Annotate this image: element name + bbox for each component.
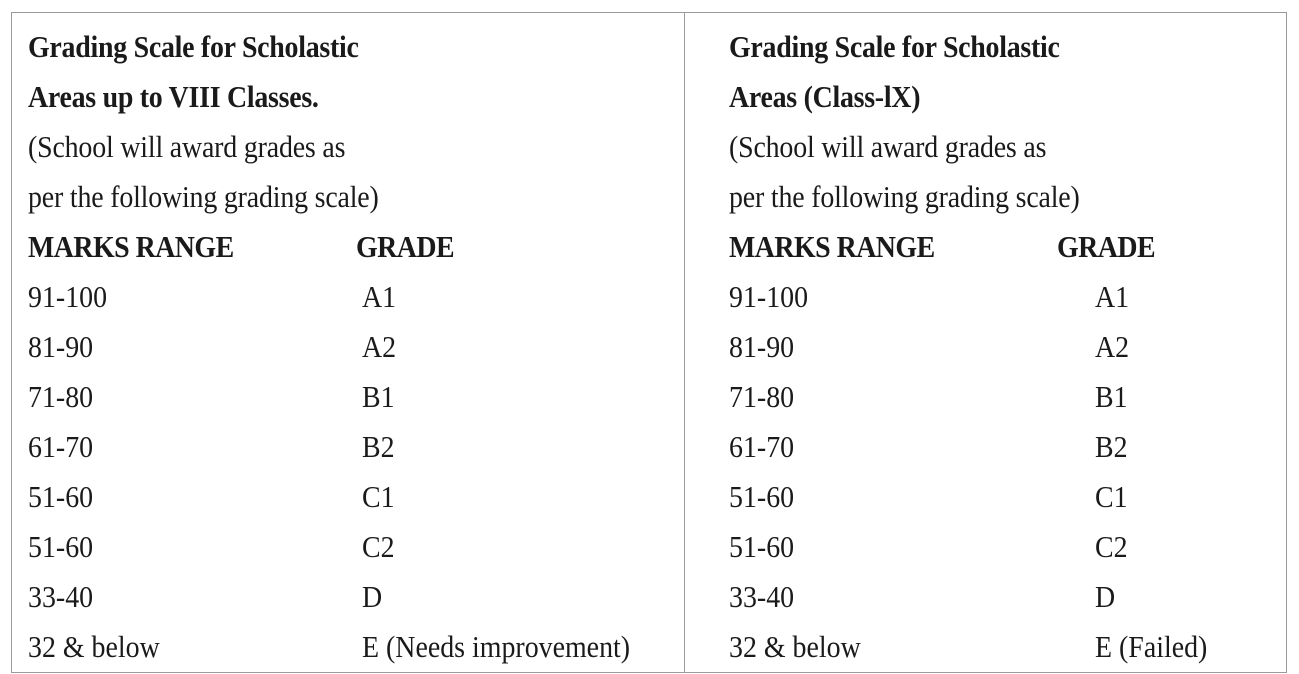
grade-cell: E (Failed) bbox=[1095, 629, 1208, 664]
table-row: 91-100 A1 bbox=[729, 272, 1281, 322]
marks-cell: 81-90 bbox=[28, 329, 94, 364]
right-title-line1: Grading Scale for Scholastic bbox=[729, 29, 1060, 64]
right-grading-panel: Grading Scale for Scholastic Areas (Clas… bbox=[729, 22, 1281, 672]
grade-cell: A2 bbox=[362, 329, 397, 364]
left-grading-panel: Grading Scale for Scholastic Areas up to… bbox=[28, 22, 680, 672]
grade-cell: B2 bbox=[362, 429, 395, 464]
left-note-line2: per the following grading scale) bbox=[28, 179, 379, 214]
right-title-line2: Areas (Class-lX) bbox=[729, 79, 921, 114]
column-divider bbox=[684, 12, 685, 673]
table-row: 81-90 A2 bbox=[28, 322, 680, 372]
table-row: 33-40 D bbox=[729, 572, 1281, 622]
right-note-line1: (School will award grades as bbox=[729, 129, 1047, 164]
grade-cell: E (Needs improvement) bbox=[362, 629, 631, 664]
grade-cell: B1 bbox=[1095, 379, 1128, 414]
grade-cell: A2 bbox=[1095, 329, 1130, 364]
left-marks-range-header: MARKS RANGE bbox=[28, 229, 234, 264]
right-column-headers: MARKS RANGE GRADE bbox=[729, 222, 1281, 272]
table-row: 32 & below E (Failed) bbox=[729, 622, 1281, 672]
grade-cell: B2 bbox=[1095, 429, 1128, 464]
marks-cell: 51-60 bbox=[729, 529, 795, 564]
marks-cell: 51-60 bbox=[28, 479, 94, 514]
marks-cell: 71-80 bbox=[729, 379, 795, 414]
grade-cell: A1 bbox=[1095, 279, 1130, 314]
table-row: 51-60 C1 bbox=[28, 472, 680, 522]
right-note-line2: per the following grading scale) bbox=[729, 179, 1080, 214]
left-grade-header: GRADE bbox=[356, 229, 455, 264]
left-title-line2: Areas up to VIII Classes. bbox=[28, 79, 319, 114]
left-title-line1: Grading Scale for Scholastic bbox=[28, 29, 359, 64]
marks-cell: 51-60 bbox=[729, 479, 795, 514]
marks-cell: 91-100 bbox=[729, 279, 809, 314]
marks-cell: 81-90 bbox=[729, 329, 795, 364]
grade-cell: A1 bbox=[362, 279, 397, 314]
table-row: 51-60 C2 bbox=[28, 522, 680, 572]
grade-cell: C1 bbox=[362, 479, 395, 514]
table-row: 51-60 C1 bbox=[729, 472, 1281, 522]
marks-cell: 51-60 bbox=[28, 529, 94, 564]
table-row: 81-90 A2 bbox=[729, 322, 1281, 372]
marks-cell: 91-100 bbox=[28, 279, 108, 314]
grade-cell: C2 bbox=[1095, 529, 1128, 564]
left-column-headers: MARKS RANGE GRADE bbox=[28, 222, 680, 272]
grade-cell: C2 bbox=[362, 529, 395, 564]
table-row: 33-40 D bbox=[28, 572, 680, 622]
marks-cell: 33-40 bbox=[729, 579, 795, 614]
grade-cell: C1 bbox=[1095, 479, 1128, 514]
marks-cell: 71-80 bbox=[28, 379, 94, 414]
marks-cell: 32 & below bbox=[729, 629, 861, 664]
marks-cell: 32 & below bbox=[28, 629, 160, 664]
right-marks-range-header: MARKS RANGE bbox=[729, 229, 935, 264]
table-row: 61-70 B2 bbox=[729, 422, 1281, 472]
grade-cell: D bbox=[362, 579, 383, 614]
table-row: 91-100 A1 bbox=[28, 272, 680, 322]
marks-cell: 61-70 bbox=[729, 429, 795, 464]
grade-cell: B1 bbox=[362, 379, 395, 414]
table-row: 32 & below E (Needs improvement) bbox=[28, 622, 680, 672]
left-note-line1: (School will award grades as bbox=[28, 129, 346, 164]
marks-cell: 61-70 bbox=[28, 429, 94, 464]
right-grade-header: GRADE bbox=[1057, 229, 1156, 264]
grading-table-frame bbox=[11, 12, 1287, 673]
table-row: 71-80 B1 bbox=[729, 372, 1281, 422]
marks-cell: 33-40 bbox=[28, 579, 94, 614]
table-row: 61-70 B2 bbox=[28, 422, 680, 472]
table-row: 71-80 B1 bbox=[28, 372, 680, 422]
table-row: 51-60 C2 bbox=[729, 522, 1281, 572]
grade-cell: D bbox=[1095, 579, 1116, 614]
